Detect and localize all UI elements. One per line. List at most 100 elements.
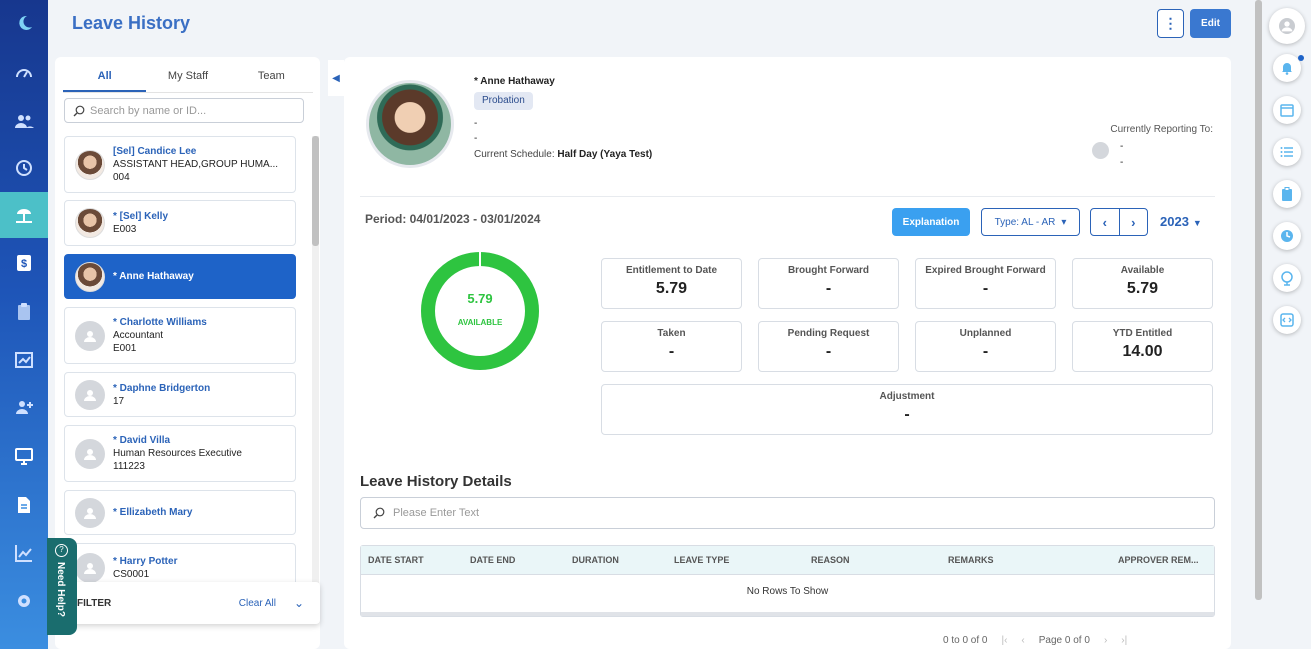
bell-icon[interactable] <box>1273 54 1301 82</box>
year-dropdown[interactable]: 2023 ▼ <box>1160 214 1202 229</box>
beach-leave-icon[interactable] <box>0 192 48 238</box>
column-header[interactable]: DATE START <box>368 555 424 565</box>
available-donut-chart <box>421 252 539 370</box>
staff-card[interactable]: * [Sel] Kelly E003 <box>64 200 296 246</box>
staff-card[interactable]: * David Villa Human Resources Executive … <box>64 425 296 482</box>
clipboard-icon[interactable] <box>0 289 48 335</box>
stat-value: 5.79 <box>1126 280 1159 297</box>
user-placeholder-icon <box>75 320 105 351</box>
people-icon[interactable] <box>0 98 48 144</box>
column-header[interactable]: REMARKS <box>948 555 994 565</box>
table-horizontal-scrollbar[interactable] <box>361 612 1214 616</box>
first-page-icon[interactable]: |‹ <box>1001 635 1008 646</box>
column-header[interactable]: LEAVE TYPE <box>674 555 730 565</box>
main-scrollbar[interactable] <box>1255 0 1262 600</box>
stat-title: YTD Entitled <box>1112 328 1173 339</box>
staff-name: * Anne Hathaway <box>113 271 194 282</box>
pagination: 0 to 0 of 0 |‹ ‹ Page 0 of 0 › ›| <box>943 635 1127 646</box>
staff-id: 004 <box>113 172 130 183</box>
need-help-button[interactable]: ? Need Help? <box>47 538 77 635</box>
staff-card[interactable]: * Ellizabeth Mary <box>64 490 296 535</box>
staff-avatar <box>75 208 105 238</box>
column-header[interactable]: DURATION <box>572 555 619 565</box>
previous-period-button[interactable]: ‹ <box>1091 209 1120 235</box>
leave-type-dropdown[interactable]: Type: AL - AR ▾ <box>981 208 1080 236</box>
filter-bar[interactable]: FILTER Clear All ⌄ <box>63 582 320 624</box>
column-header[interactable]: APPROVER REM... <box>1118 555 1199 565</box>
next-period-button[interactable]: › <box>1131 214 1136 230</box>
page-title: Leave History <box>72 13 191 33</box>
dollar-icon[interactable]: $ <box>0 240 48 286</box>
explanation-button[interactable]: Explanation <box>892 208 970 236</box>
pagination-range: 0 to 0 of 0 <box>943 635 988 646</box>
stat-value: - <box>668 343 675 360</box>
schedule-value: Half Day (Yaya Test) <box>557 149 653 160</box>
globe-icon[interactable] <box>1273 264 1301 292</box>
monitor-icon[interactable] <box>0 433 48 479</box>
staff-search-input[interactable]: Search by name or ID... <box>64 98 304 123</box>
trend-icon[interactable] <box>0 530 48 576</box>
staff-card[interactable]: [Sel] Candice Lee ASSISTANT HEAD,GROUP H… <box>64 136 296 193</box>
moon-logo-icon[interactable] <box>0 0 48 46</box>
user-placeholder-icon <box>75 438 105 469</box>
staff-name: * Ellizabeth Mary <box>113 507 193 518</box>
clear-all-link[interactable]: Clear All <box>238 597 276 609</box>
stat-available: Available 5.79 <box>1072 258 1213 309</box>
right-rail <box>1262 0 1311 649</box>
previous-page-icon[interactable]: ‹ <box>1021 635 1025 646</box>
next-page-icon[interactable]: › <box>1103 635 1108 646</box>
leave-history-table: DATE START DATE END DURATION LEAVE TYPE … <box>360 545 1215 617</box>
tab-all[interactable]: All <box>63 65 147 92</box>
staff-card[interactable]: * Daphne Bridgerton 17 <box>64 372 296 417</box>
more-options-button[interactable]: ⋮ <box>1157 9 1184 38</box>
user-avatar-icon[interactable] <box>1269 8 1305 44</box>
donut-arc <box>421 252 539 370</box>
chevron-down-icon[interactable]: ⌄ <box>293 596 304 610</box>
staff-list-scrollbar[interactable] <box>312 136 319 596</box>
column-header[interactable]: REASON <box>811 555 850 565</box>
code-icon[interactable] <box>1273 306 1301 334</box>
stat-value: - <box>904 406 910 423</box>
collapse-panel-icon[interactable]: ◀ <box>328 60 344 96</box>
document-icon[interactable] <box>0 482 48 528</box>
edit-button[interactable]: Edit <box>1190 9 1231 38</box>
staff-card-selected[interactable]: * Anne Hathaway <box>64 254 296 299</box>
dashboard-icon[interactable] <box>0 50 48 96</box>
add-user-icon[interactable] <box>0 384 48 430</box>
stat-expired-brought-forward: Expired Brought Forward - <box>915 258 1056 309</box>
stat-unplanned: Unplanned - <box>915 321 1056 372</box>
staff-avatar <box>75 149 105 180</box>
chart-icon[interactable] <box>0 337 48 383</box>
settings-icon[interactable] <box>0 578 48 624</box>
clipboard-icon[interactable] <box>1273 180 1301 208</box>
details-search-input[interactable]: Please Enter Text <box>360 497 1215 529</box>
tab-team[interactable]: Team <box>257 70 285 82</box>
staff-id: E003 <box>113 224 137 235</box>
schedule-label: Current Schedule: <box>474 149 555 160</box>
list-icon[interactable] <box>1273 138 1301 166</box>
user-placeholder-icon <box>75 379 105 410</box>
employee-photo <box>366 80 454 168</box>
caret-down-icon: ▼ <box>1192 218 1202 228</box>
calendar-icon[interactable] <box>1273 96 1301 124</box>
page-label: Page <box>1038 635 1063 646</box>
stat-value: - <box>982 280 989 297</box>
total-pages: 0 <box>1084 635 1090 646</box>
history-icon[interactable] <box>0 145 48 191</box>
reporting-detail-1: - <box>1120 141 1124 152</box>
reporting-detail-2: - <box>1120 157 1124 168</box>
staff-name: * David Villa <box>113 435 171 446</box>
clock-icon[interactable] <box>1273 222 1301 250</box>
user-placeholder-icon <box>75 497 105 528</box>
staff-card[interactable]: * Charlotte Williams Accountant E001 <box>64 307 296 364</box>
caret-down-icon: ▾ <box>1061 216 1067 228</box>
staff-tabs: All My Staff Team <box>63 65 313 93</box>
scrollbar-thumb[interactable] <box>312 136 319 246</box>
tab-my-staff[interactable]: My Staff <box>167 70 209 82</box>
column-header[interactable]: DATE END <box>470 555 516 565</box>
stat-value: - <box>825 280 832 297</box>
staff-position: Accountant <box>113 330 164 341</box>
last-page-icon[interactable]: ›| <box>1121 635 1128 646</box>
stat-title: Available <box>1120 265 1165 276</box>
filter-label: FILTER <box>77 597 112 609</box>
